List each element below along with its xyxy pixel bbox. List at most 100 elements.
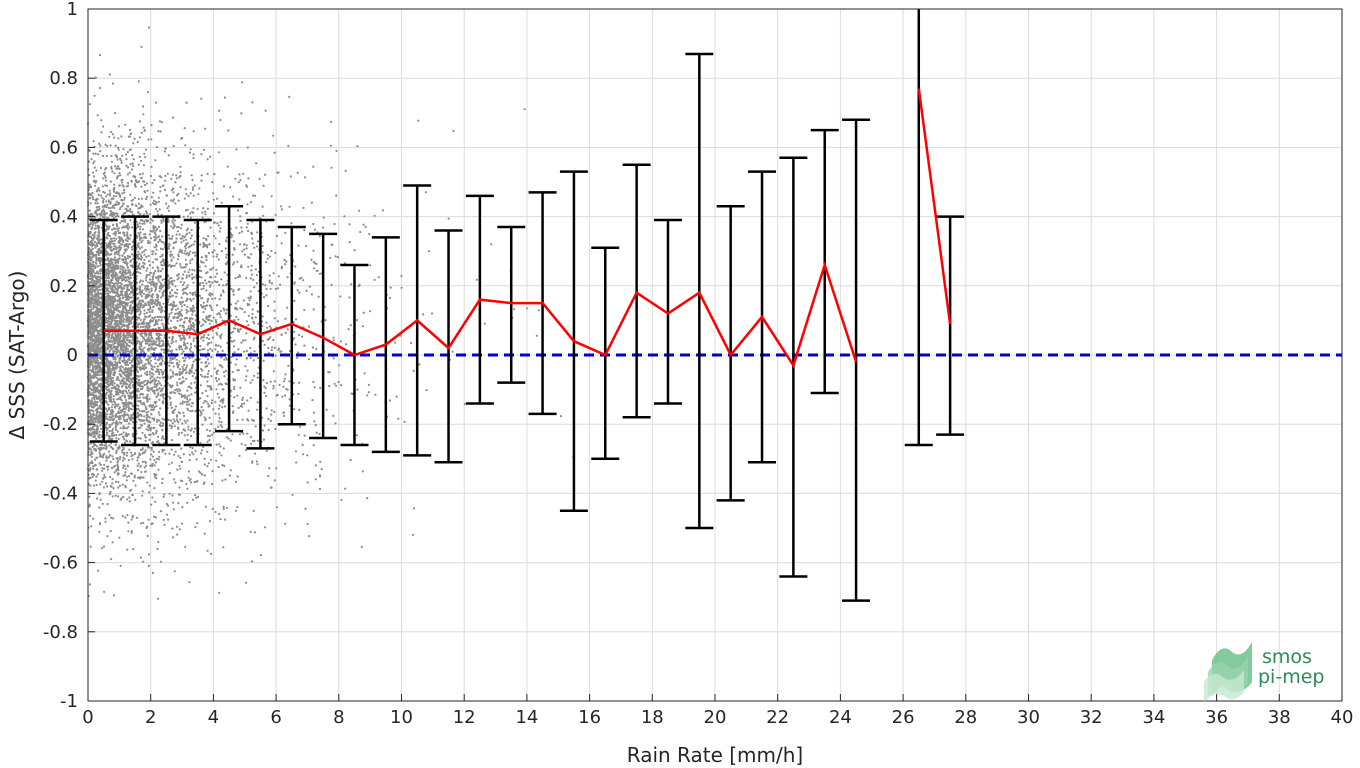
scatter-point <box>412 533 415 536</box>
scatter-point <box>144 248 147 251</box>
scatter-point <box>106 348 109 351</box>
scatter-point <box>168 291 172 294</box>
scatter-point <box>245 375 248 378</box>
scatter-point <box>88 464 91 467</box>
scatter-point <box>121 401 124 404</box>
scatter-point <box>187 385 190 388</box>
scatter-point <box>147 424 151 427</box>
scatter-point <box>156 597 160 600</box>
scatter-point <box>168 243 171 246</box>
scatter-point <box>151 405 154 409</box>
scatter-point <box>104 184 107 187</box>
scatter-point <box>153 285 156 288</box>
scatter-point <box>286 306 289 309</box>
scatter-point <box>107 279 110 282</box>
scatter-point <box>107 281 110 284</box>
scatter-point <box>121 204 124 207</box>
scatter-point <box>330 243 333 246</box>
scatter-point <box>308 285 311 288</box>
scatter-point <box>189 410 192 413</box>
scatter-point <box>195 496 198 499</box>
scatter-point <box>155 420 159 423</box>
scatter-point <box>238 330 241 333</box>
scatter-point <box>102 456 105 459</box>
scatter-point <box>137 202 140 205</box>
scatter-point <box>451 350 454 353</box>
scatter-point <box>140 265 143 268</box>
scatter-point <box>168 361 171 364</box>
scatter-point <box>206 549 209 552</box>
scatter-point <box>211 470 214 473</box>
scatter-point <box>424 191 427 194</box>
scatter-point <box>158 398 161 401</box>
scatter-point <box>185 253 188 256</box>
scatter-point <box>152 373 155 376</box>
scatter-point <box>220 333 223 336</box>
scatter-point <box>129 208 132 211</box>
scatter-point <box>109 245 112 248</box>
scatter-point <box>131 454 134 457</box>
scatter-point <box>106 503 109 506</box>
scatter-point <box>161 450 164 453</box>
scatter-point <box>120 179 123 182</box>
scatter-point <box>143 287 147 290</box>
scatter-point <box>318 235 321 238</box>
scatter-point <box>92 175 96 178</box>
scatter-point <box>200 276 203 279</box>
scatter-point <box>185 308 188 311</box>
scatter-point <box>237 181 240 184</box>
scatter-point <box>96 356 100 359</box>
scatter-point <box>254 194 257 197</box>
scatter-point <box>137 250 140 253</box>
scatter-point <box>95 394 98 397</box>
scatter-point <box>136 140 139 144</box>
scatter-point <box>153 365 156 368</box>
scatter-point <box>229 361 232 364</box>
scatter-point <box>147 323 150 326</box>
scatter-point <box>120 181 124 184</box>
scatter-point <box>153 301 156 304</box>
scatter-point <box>149 298 152 302</box>
scatter-point <box>98 383 101 386</box>
scatter-point <box>111 434 114 437</box>
scatter-point <box>158 301 161 304</box>
scatter-point <box>150 287 153 290</box>
scatter-point <box>190 427 193 430</box>
scatter-point <box>251 308 254 311</box>
scatter-point <box>344 343 347 346</box>
scatter-point <box>523 108 526 111</box>
scatter-point <box>129 163 132 166</box>
scatter-point <box>120 411 123 414</box>
scatter-point <box>121 390 124 393</box>
scatter-point <box>134 484 137 487</box>
scatter-point <box>308 535 311 538</box>
scatter-point <box>310 258 313 261</box>
scatter-point <box>300 276 303 279</box>
scatter-point <box>125 403 129 406</box>
scatter-point <box>272 387 275 390</box>
scatter-point <box>137 211 140 214</box>
scatter-point <box>182 300 185 303</box>
scatter-point <box>130 472 133 475</box>
scatter-point <box>239 275 242 278</box>
scatter-point <box>452 129 455 132</box>
scatter-point <box>131 211 134 214</box>
scatter-point <box>119 157 122 160</box>
scatter-point <box>138 120 142 123</box>
scatter-point <box>218 109 221 112</box>
scatter-point <box>127 521 130 524</box>
scatter-point <box>126 304 129 307</box>
scatter-point <box>144 372 147 375</box>
scatter-point <box>159 560 162 563</box>
scatter-point <box>144 295 147 298</box>
scatter-point <box>139 426 142 429</box>
scatter-point <box>178 486 181 489</box>
scatter-point <box>139 393 142 396</box>
scatter-point <box>105 306 108 309</box>
scatter-point <box>115 177 119 180</box>
scatter-point <box>155 248 158 251</box>
scatter-point <box>134 180 138 183</box>
scatter-point <box>212 408 215 411</box>
scatter-point <box>91 255 94 259</box>
scatter-point <box>96 265 99 268</box>
